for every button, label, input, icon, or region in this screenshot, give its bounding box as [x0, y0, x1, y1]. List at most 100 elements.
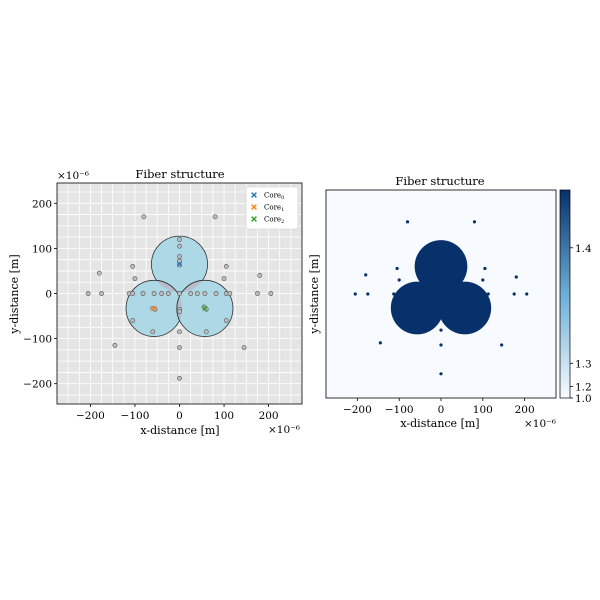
air-hole [223, 318, 229, 323]
index-hole [415, 292, 419, 296]
air-hole [257, 273, 263, 278]
left-ticks: −200 −100 0 100 200 −200 −100 0 100 200 [23, 198, 278, 422]
index-hole [439, 292, 443, 296]
air-hole [177, 375, 182, 381]
legend-label-2: Core2 [264, 216, 284, 226]
legend-marker-0 [251, 192, 257, 198]
air-hole [159, 291, 165, 296]
air-hole [213, 291, 219, 296]
air-hole [132, 276, 138, 282]
right-y-label: y-distance [m] [308, 254, 321, 334]
core-center-marker-0 [176, 261, 183, 267]
right-ticks: −200 −100 0 100 200 [343, 398, 535, 416]
right-x-tick-label: 100 [473, 404, 493, 416]
air-hole [255, 291, 260, 296]
legend-box [245, 186, 299, 230]
right-chart: −200 −100 0 100 200 Fiber structure x-distan… [308, 174, 592, 430]
right-x-tick-label: 0 [438, 404, 445, 416]
index-hole [439, 343, 443, 347]
index-hole [395, 266, 399, 271]
index-hole [353, 292, 357, 296]
x-tick-label: 0 [176, 410, 183, 422]
air-hole [212, 214, 218, 220]
index-hole [378, 341, 382, 345]
index-hole [405, 220, 410, 224]
right-x-tick-label: −100 [385, 404, 414, 416]
index-hole [405, 292, 409, 296]
right-x-tick-label: 200 [515, 404, 535, 416]
air-hole [112, 342, 118, 348]
left-x-multiplier: ×10⁻⁶ [268, 424, 300, 436]
air-hole [241, 345, 247, 351]
y-tick-label: 100 [32, 243, 52, 255]
index-hole [456, 292, 460, 296]
index-hole [416, 307, 420, 311]
air-hole [221, 276, 227, 282]
index-hole [395, 292, 399, 296]
index-hole [439, 328, 443, 332]
air-hole [223, 264, 229, 269]
x-tick-label: 200 [259, 410, 279, 422]
x-tick-label: −200 [76, 410, 105, 422]
air-hole [130, 291, 136, 296]
x-tick-label: 100 [214, 410, 234, 422]
colorbar: 1.4 1.3 1.21.0 [559, 189, 592, 405]
y-tick-label: −200 [23, 379, 52, 391]
air-hole [130, 318, 136, 323]
index-hole [449, 292, 454, 296]
index-hole [514, 275, 518, 279]
air-hole [165, 291, 171, 296]
air-hole [202, 291, 208, 296]
left-title: Fiber structure [135, 167, 224, 181]
right-index-map [353, 220, 529, 376]
index-hole [439, 241, 443, 245]
air-hole [99, 291, 104, 296]
colorbar-tick-label: 1.2 [575, 381, 592, 393]
index-hole [428, 292, 433, 296]
index-hole [486, 292, 490, 296]
y-tick-label: 0 [45, 289, 52, 301]
index-hole [481, 278, 485, 282]
left-holes [85, 214, 274, 381]
index-hole [439, 257, 443, 261]
left-x-label: x-distance [m] [140, 424, 219, 437]
index-hole [500, 343, 504, 347]
core-center-marker-1 [151, 305, 157, 312]
colorbar-gradient [559, 189, 571, 399]
air-hole [268, 291, 274, 296]
index-hole [512, 292, 516, 296]
index-hole [464, 307, 468, 311]
air-hole [177, 309, 182, 314]
colorbar-tick-label: 1.0 [575, 393, 592, 405]
index-hole [483, 266, 487, 271]
index-hole [463, 292, 467, 296]
index-hole [483, 317, 487, 322]
index-hole [473, 292, 477, 296]
air-hole [188, 291, 194, 296]
index-hole [395, 317, 399, 322]
legend-marker-2 [251, 216, 257, 222]
air-hole [177, 329, 182, 335]
legend-label-1: Core1 [264, 204, 284, 214]
x-tick-label: −100 [121, 410, 150, 422]
air-hole [227, 291, 233, 296]
index-hole [397, 278, 401, 282]
right-x-label: x-distance [m] [400, 417, 479, 430]
core-overlap [176, 280, 183, 337]
left-y-multiplier: ×10⁻⁶ [57, 170, 89, 182]
legend: Core0 Core1 Core2 [245, 186, 299, 230]
air-hole [177, 243, 182, 249]
index-hole [366, 292, 370, 296]
index-hole [439, 265, 443, 269]
index-hole [462, 305, 466, 309]
index-hole [364, 273, 368, 277]
right-x-tick-label: −200 [343, 404, 372, 416]
air-hole [150, 329, 156, 335]
air-hole [177, 236, 182, 242]
air-hole [130, 264, 136, 269]
index-hole [422, 292, 426, 296]
air-hole [177, 291, 182, 296]
index-hole [439, 372, 443, 376]
index-hole [464, 328, 468, 332]
